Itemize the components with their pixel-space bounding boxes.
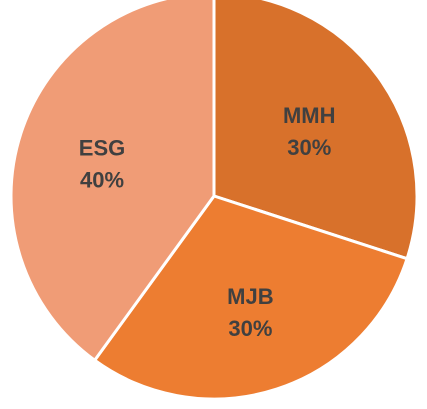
pie-label-value: 30% [228,316,272,341]
pie-label-value: 40% [80,168,124,193]
pie-slices [9,0,419,401]
pie-label-mjb: MJB 30% [227,284,273,341]
pie-label-name: MJB [227,284,273,309]
pie-labels: MMH 30% MJB 30% ESG 40% [79,103,336,341]
pie-label-mmh: MMH 30% [283,103,336,160]
pie-label-name: ESG [79,136,125,161]
pie-slice-mmh [212,0,419,261]
pie-slice-esg [9,0,216,362]
pie-slice-mjb [93,194,409,401]
pie-label-esg: ESG 40% [79,136,125,193]
pie-label-name: MMH [283,103,336,128]
pie-label-value: 30% [287,135,331,160]
